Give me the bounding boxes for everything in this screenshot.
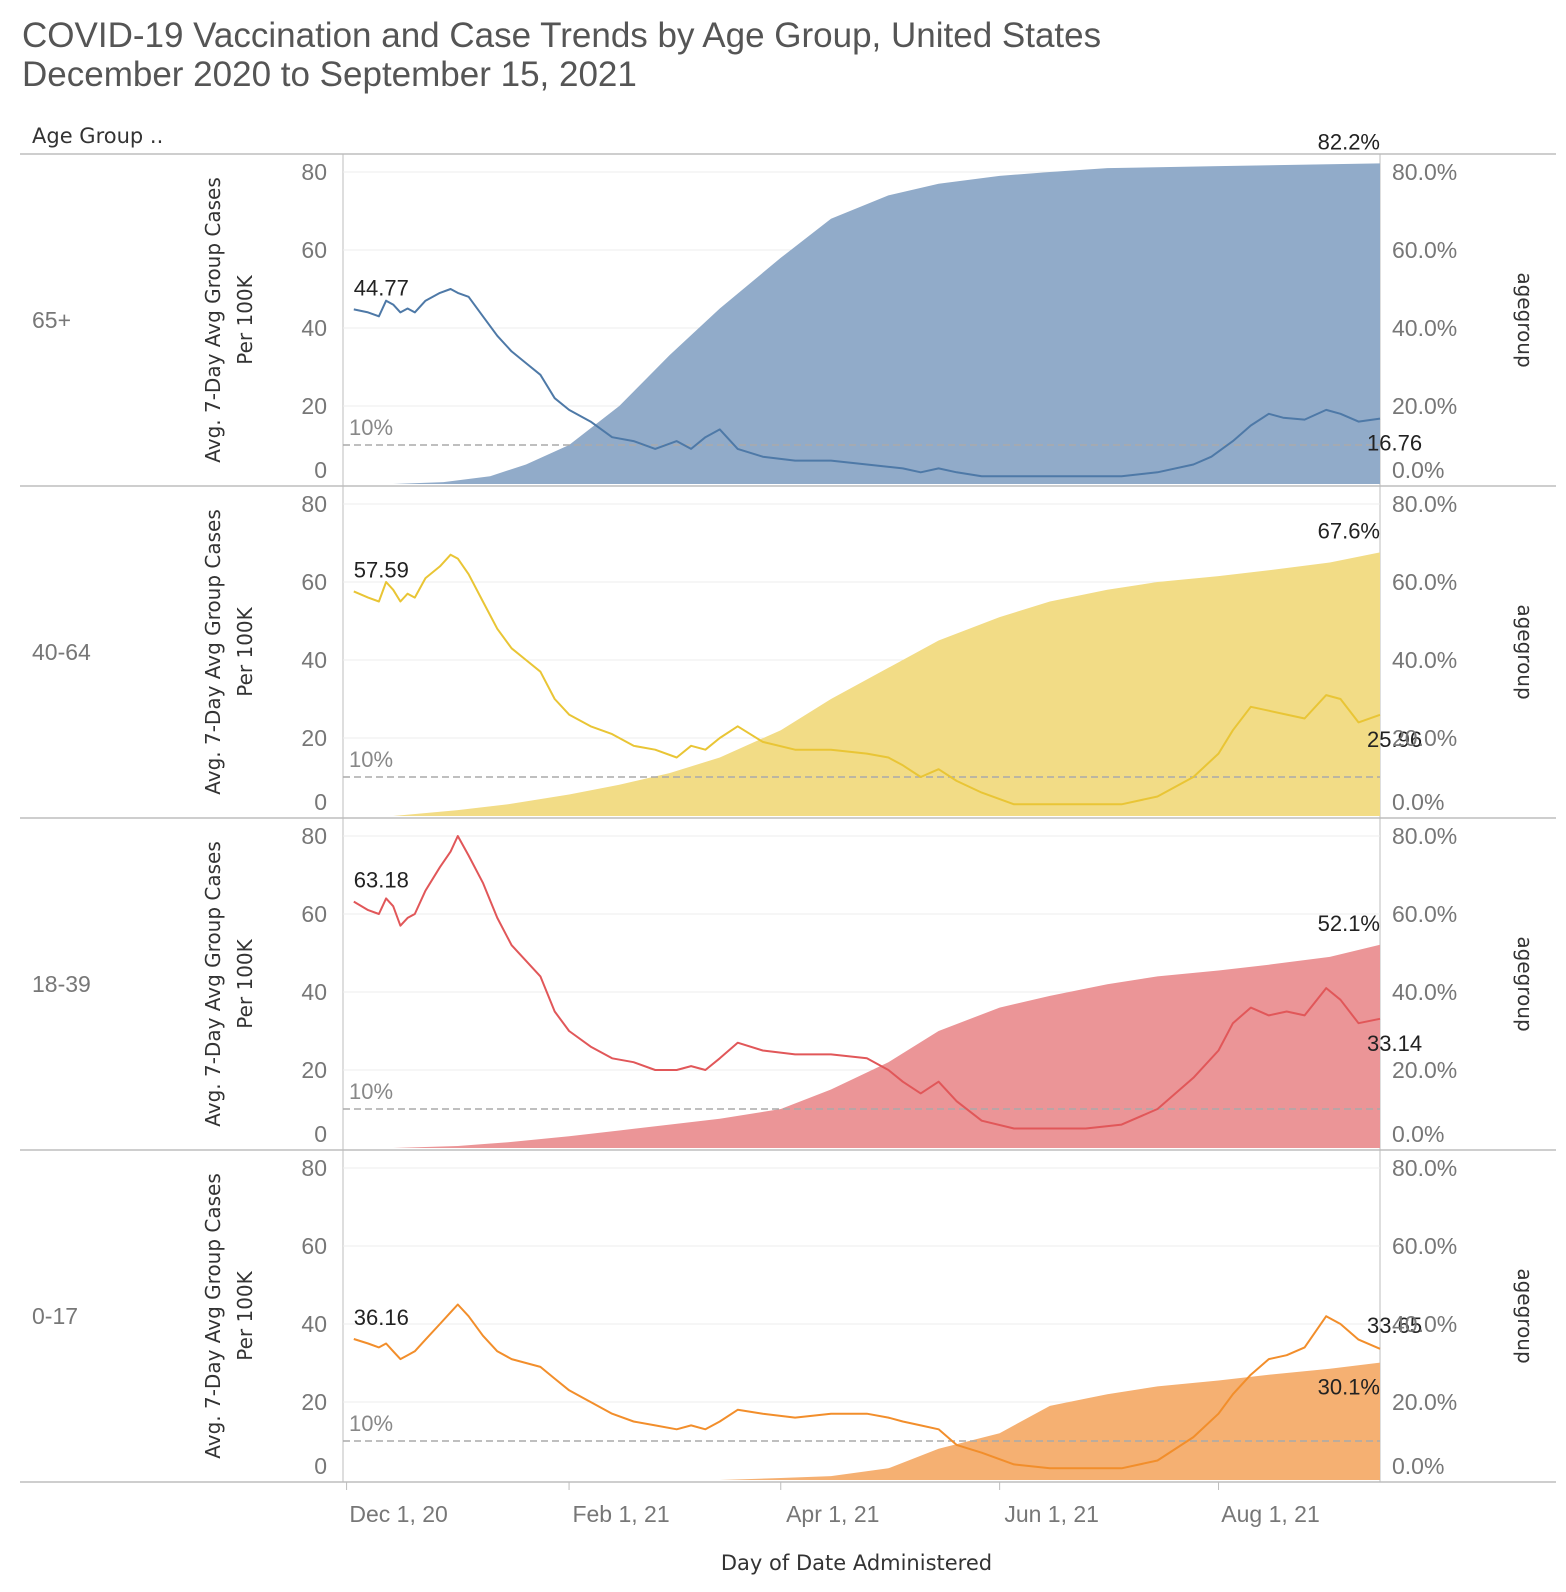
age-group-label-18-39: 18-39 <box>32 971 91 997</box>
cases-start-label: 63.18 <box>354 868 409 893</box>
left-axis-title: Per 100K <box>233 1270 257 1360</box>
left-axis-title: Per 100K <box>233 938 257 1028</box>
right-axis-tick: 60.0% <box>1392 1233 1457 1259</box>
left-axis-tick: 40 <box>301 647 327 673</box>
age-group-label-40-64: 40-64 <box>32 639 91 665</box>
left-axis-tick: 0 <box>314 457 327 483</box>
right-axis-tick: 80.0% <box>1392 823 1457 849</box>
left-axis-tick: 0 <box>314 789 327 815</box>
reference-line-label: 10% <box>349 1079 393 1104</box>
left-axis-title: Avg. 7-Day Avg Group Cases <box>201 509 225 795</box>
right-axis-tick: 40.0% <box>1392 647 1457 673</box>
age-group-column-header[interactable]: Age Group .. <box>32 124 164 148</box>
cases-line-18-39 <box>353 835 1381 1130</box>
vaccinated-end-label: 67.6% <box>1318 518 1380 543</box>
left-axis-tick: 20 <box>301 393 327 419</box>
chart-title: COVID-19 Vaccination and Case Trends by … <box>22 16 1101 94</box>
left-axis-tick: 60 <box>301 901 327 927</box>
left-axis-tick: 60 <box>301 1233 327 1259</box>
vaccinated-area-65- <box>393 163 1380 484</box>
right-axis-title: agegroup <box>1513 1268 1537 1363</box>
left-axis-title: Avg. 7-Day Avg Group Cases <box>201 1173 225 1459</box>
left-axis-tick: 80 <box>301 823 327 849</box>
cases-line-0-17 <box>353 1303 1381 1470</box>
right-axis-tick: 0.0% <box>1392 1121 1444 1147</box>
right-axis-tick: 20.0% <box>1392 393 1457 419</box>
x-axis-tick-label: Aug 1, 21 <box>1221 1501 1319 1527</box>
left-axis-tick: 20 <box>301 1057 327 1083</box>
vaccinated-end-label: 30.1% <box>1318 1375 1380 1400</box>
cases-end-label: 16.76 <box>1367 431 1422 456</box>
x-axis-tick-label: Feb 1, 21 <box>572 1501 669 1527</box>
right-axis-tick: 0.0% <box>1392 789 1444 815</box>
right-axis-tick: 0.0% <box>1392 457 1444 483</box>
right-axis-tick: 60.0% <box>1392 901 1457 927</box>
left-axis-tick: 20 <box>301 1389 327 1415</box>
right-axis-tick: 80.0% <box>1392 491 1457 517</box>
left-axis-title: Avg. 7-Day Avg Group Cases <box>201 177 225 463</box>
left-axis-title: Per 100K <box>233 274 257 364</box>
cases-start-label: 57.59 <box>354 557 409 582</box>
cases-end-label: 25.96 <box>1367 727 1422 752</box>
left-axis-title: Per 100K <box>233 606 257 696</box>
x-axis-tick-label: Jun 1, 21 <box>1004 1501 1099 1527</box>
right-axis-title: agegroup <box>1513 272 1537 367</box>
cases-end-label: 33.14 <box>1367 1031 1422 1056</box>
vaccinated-end-label: 82.2% <box>1318 129 1380 154</box>
reference-line-label: 10% <box>349 747 393 772</box>
cases-start-label: 36.16 <box>354 1305 409 1330</box>
right-axis-tick: 20.0% <box>1392 1389 1457 1415</box>
chart-title-line-2: December 2020 to September 15, 2021 <box>22 55 637 94</box>
vaccinated-area-0-17 <box>719 1362 1380 1480</box>
age-group-label-0-17: 0-17 <box>32 1303 78 1329</box>
right-axis-title: agegroup <box>1513 604 1537 699</box>
cases-line-40-64 <box>353 553 1381 806</box>
right-axis-tick: 40.0% <box>1392 315 1457 341</box>
reference-line-label: 10% <box>349 1411 393 1436</box>
left-axis-tick: 40 <box>301 979 327 1005</box>
right-axis-tick: 20.0% <box>1392 725 1457 751</box>
left-axis-tick: 40 <box>301 1311 327 1337</box>
left-axis-tick: 40 <box>301 315 327 341</box>
left-axis-tick: 0 <box>314 1453 327 1479</box>
cases-line-65- <box>353 288 1381 478</box>
left-axis-title: Avg. 7-Day Avg Group Cases <box>201 841 225 1127</box>
left-axis-tick: 60 <box>301 237 327 263</box>
cases-start-label: 44.77 <box>354 275 409 300</box>
left-axis-tick: 0 <box>314 1121 327 1147</box>
cases-end-label: 33.65 <box>1367 1313 1422 1338</box>
left-axis-tick: 80 <box>301 1155 327 1181</box>
x-axis-title: Day of Date Administered <box>721 1551 992 1575</box>
right-axis-tick: 80.0% <box>1392 1155 1457 1181</box>
vaccinated-area-18-39 <box>393 944 1380 1148</box>
left-axis-tick: 60 <box>301 569 327 595</box>
vaccinated-area-40-64 <box>393 552 1380 816</box>
right-axis-tick: 60.0% <box>1392 569 1457 595</box>
left-axis-tick: 80 <box>301 159 327 185</box>
left-axis-tick: 20 <box>301 725 327 751</box>
right-axis-tick: 80.0% <box>1392 159 1457 185</box>
x-axis-tick-label: Apr 1, 21 <box>786 1501 879 1527</box>
x-axis-tick-label: Dec 1, 20 <box>349 1501 447 1527</box>
right-axis-tick: 20.0% <box>1392 1057 1457 1083</box>
reference-line-label: 10% <box>349 415 393 440</box>
chart-title-line-1: COVID-19 Vaccination and Case Trends by … <box>22 16 1102 55</box>
vaccinated-end-label: 52.1% <box>1318 911 1380 936</box>
right-axis-tick: 60.0% <box>1392 237 1457 263</box>
right-axis-tick: 40.0% <box>1392 979 1457 1005</box>
right-axis-tick: 0.0% <box>1392 1453 1444 1479</box>
right-axis-title: agegroup <box>1513 936 1537 1031</box>
age-group-label-65-: 65+ <box>32 307 71 333</box>
left-axis-tick: 80 <box>301 491 327 517</box>
right-axis-tick: 40.0% <box>1392 1311 1457 1337</box>
